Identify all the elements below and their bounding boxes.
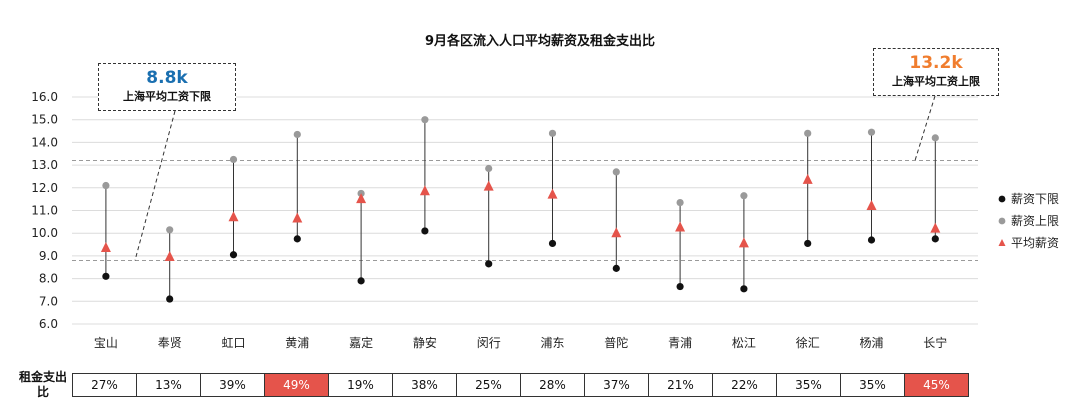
rent-ratio-cell: 35% (777, 373, 841, 397)
rent-ratio-cell: 28% (521, 373, 585, 397)
callout-upper-leader (914, 95, 936, 161)
point-salary-lower (102, 272, 110, 280)
point-salary-average (483, 180, 494, 191)
point-salary-lower (612, 264, 620, 272)
callout-lower-value: 8.8k (146, 68, 188, 88)
point-salary-upper (804, 129, 812, 137)
callout-upper: 13.2k 上海平均工资上限 (873, 48, 999, 96)
legend-marker-circle (998, 195, 1006, 203)
point-salary-lower (357, 277, 365, 285)
point-salary-lower (229, 251, 238, 259)
point-salary-upper (229, 155, 238, 164)
y-tick-label: 13.0 (31, 158, 58, 172)
point-salary-average (419, 185, 430, 196)
point-salary-upper (612, 168, 620, 176)
y-tick-label: 10.0 (31, 226, 58, 240)
point-salary-average (228, 211, 239, 222)
y-tick-label: 8.0 (39, 272, 58, 286)
rent-ratio-table: 租金支出比 27% 13% 39% 49% 19% 38% 25% 28% 37% 21% 22% 3… (14, 370, 969, 400)
point-salary-lower (740, 285, 748, 293)
x-category-label: 虹口 (221, 336, 245, 350)
y-tick-label: 9.0 (39, 249, 58, 263)
y-tick-label: 7.0 (39, 294, 58, 308)
rent-ratio-cell: 13% (137, 373, 201, 397)
point-salary-average (100, 241, 111, 252)
x-category-label: 长宁 (923, 335, 947, 350)
x-category-label: 奉贤 (158, 336, 182, 350)
rent-ratio-cell: 27% (73, 373, 137, 397)
x-category-label: 松江 (732, 336, 756, 350)
legend-label: 薪资下限 (1011, 192, 1059, 206)
rent-ratio-cells: 27% 13% 39% 49% 19% 38% 25% 28% 37% 21% 22% 35% 35% 4… (72, 373, 969, 397)
point-salary-upper (740, 192, 748, 200)
y-tick-label: 11.0 (31, 204, 58, 218)
x-category-label: 普陀 (604, 335, 628, 350)
callout-upper-label: 上海平均工资上限 (892, 75, 980, 88)
callout-lower-label: 上海平均工资下限 (123, 90, 211, 103)
rent-ratio-cell: 21% (649, 373, 713, 397)
y-tick-label: 15.0 (31, 113, 58, 127)
point-salary-lower (166, 295, 174, 303)
y-tick-label: 12.0 (31, 181, 58, 195)
point-salary-average (356, 193, 367, 204)
x-category-label: 杨浦 (859, 335, 883, 350)
x-category-label: 黄浦 (285, 336, 309, 350)
rent-ratio-cell: 38% (393, 373, 457, 397)
point-salary-average (866, 199, 877, 210)
x-category-label: 嘉定 (349, 335, 373, 350)
callout-lower-leader (134, 110, 176, 261)
rent-ratio-cell: 49% (265, 373, 329, 397)
callout-upper-value: 13.2k (909, 53, 963, 73)
callout-lower: 8.8k 上海平均工资下限 (98, 63, 236, 111)
point-salary-upper (676, 198, 684, 207)
rent-ratio-cell: 37% (585, 373, 649, 397)
legend-marker-circle (998, 217, 1006, 225)
x-category-label: 浦东 (540, 336, 564, 350)
rent-ratio-cell: 25% (457, 373, 521, 397)
point-salary-upper (166, 226, 174, 234)
point-salary-average (164, 251, 175, 262)
rent-ratio-cell: 19% (329, 373, 393, 397)
point-salary-average (611, 227, 622, 238)
rent-ratio-cell: 39% (201, 373, 265, 397)
y-tick-label: 6.0 (39, 317, 58, 331)
point-salary-average (292, 212, 303, 223)
chart-title: 9月各区流入人口平均薪资及租金支出比 (425, 33, 655, 49)
x-category-label: 徐汇 (796, 335, 820, 350)
point-salary-average (675, 221, 686, 232)
point-salary-lower (421, 227, 429, 235)
point-salary-upper (293, 130, 301, 139)
rent-ratio-label: 租金支出比 (18, 370, 67, 399)
point-salary-upper (485, 164, 493, 173)
point-salary-lower (676, 282, 684, 291)
legend-label: 平均薪资 (1011, 236, 1059, 250)
point-salary-average (738, 237, 749, 248)
x-category-label: 闵行 (477, 335, 501, 350)
point-salary-lower (931, 235, 939, 243)
point-salary-lower (293, 235, 301, 243)
point-salary-lower (867, 236, 876, 244)
x-category-label: 宝山 (94, 336, 118, 350)
point-salary-upper (421, 116, 429, 124)
point-salary-average (802, 173, 813, 184)
x-category-label: 青浦 (668, 336, 692, 350)
y-tick-label: 16.0 (31, 90, 58, 104)
y-tick-label: 14.0 (31, 135, 58, 149)
legend-marker-triangle (998, 239, 1006, 246)
point-salary-upper (867, 128, 876, 136)
legend-label: 薪资上限 (1011, 214, 1059, 228)
point-salary-lower (804, 239, 812, 248)
point-salary-average (930, 222, 941, 233)
point-salary-upper (548, 129, 557, 137)
rent-ratio-cell: 45% (905, 373, 969, 397)
rent-ratio-cell: 22% (713, 373, 777, 397)
point-salary-upper (102, 181, 110, 190)
point-salary-lower (485, 260, 493, 268)
point-salary-lower (548, 239, 557, 248)
rent-ratio-cell: 35% (841, 373, 905, 397)
point-salary-average (547, 188, 558, 199)
point-salary-upper (931, 134, 939, 142)
x-category-label: 静安 (413, 335, 437, 350)
